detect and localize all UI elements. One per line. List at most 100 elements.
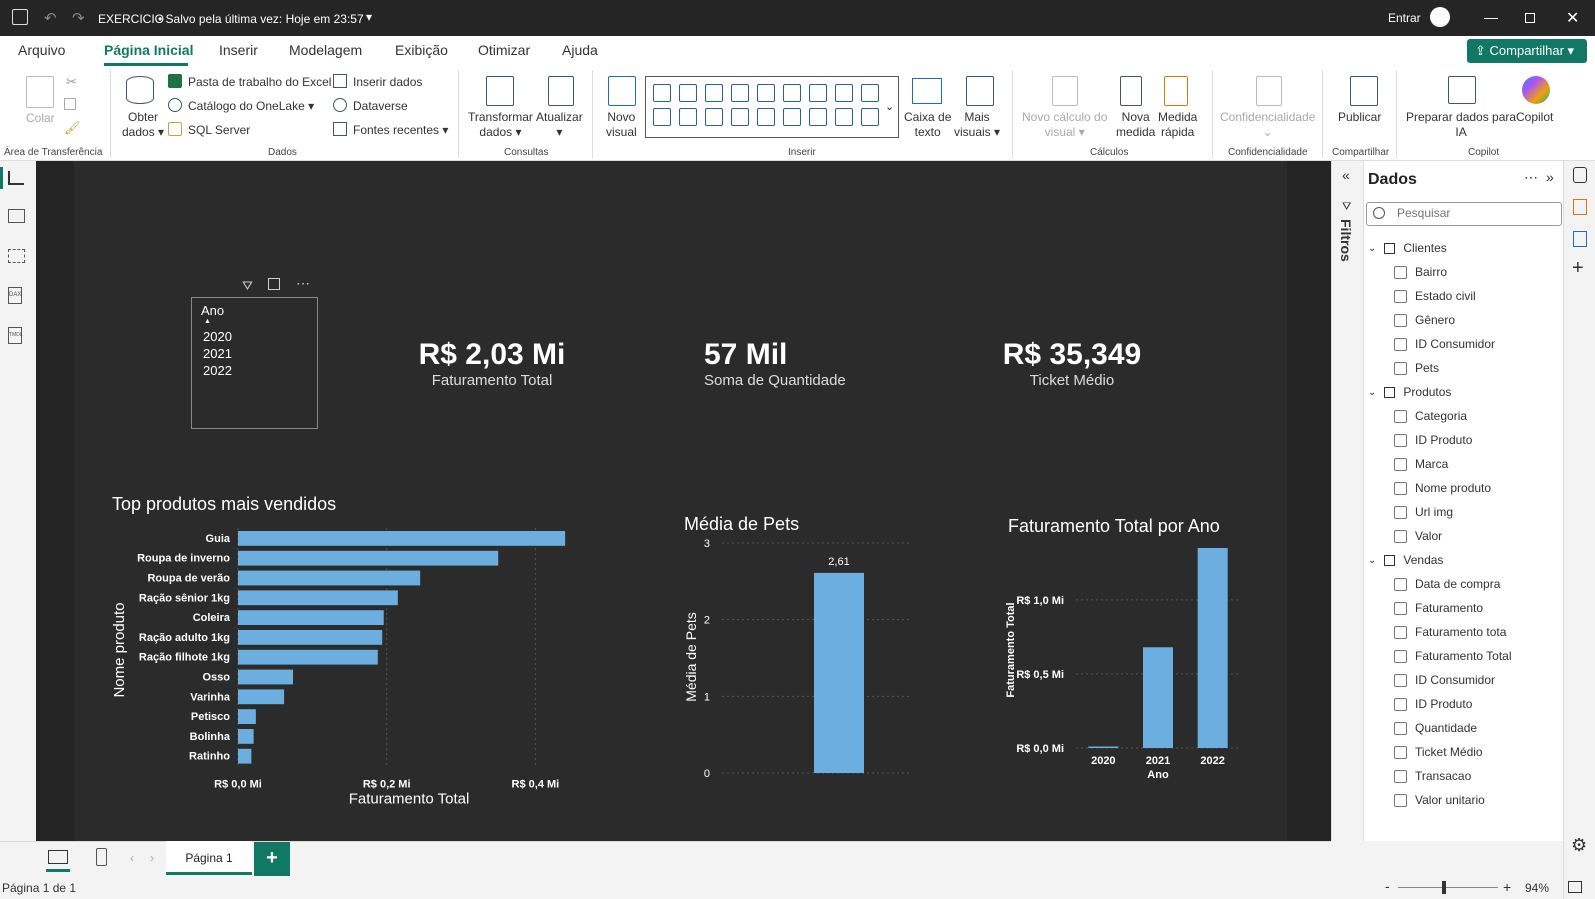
clustered-column-visual-icon[interactable] xyxy=(731,84,749,102)
stacked-bar-visual-icon[interactable] xyxy=(653,84,671,102)
chevron-down-icon[interactable]: ⌄ xyxy=(1368,554,1377,566)
scatter-visual-icon[interactable] xyxy=(861,84,879,102)
field-checkbox[interactable] xyxy=(1394,529,1407,543)
line-visual-icon[interactable] xyxy=(809,84,827,102)
field-checkbox[interactable] xyxy=(1394,481,1407,495)
enter-data-button[interactable]: Inserir dados xyxy=(353,75,423,89)
field-quantidade[interactable]: Quantidade xyxy=(1378,721,1477,735)
field-valor-unitario[interactable]: Valor unitario xyxy=(1378,793,1485,807)
sensitivity-button[interactable]: Confidencialidade ⌄ xyxy=(1220,110,1316,139)
slicer-item[interactable]: 2020 xyxy=(203,329,232,344)
close-icon[interactable]: ✕ xyxy=(1566,10,1580,27)
field-checkbox[interactable] xyxy=(1394,769,1407,783)
mobile-layout-icon[interactable] xyxy=(96,848,107,866)
save-status[interactable]: • Salvo pela última vez: Hoje em 23:57 xyxy=(158,12,364,26)
tmdl-view-icon[interactable]: TMDL xyxy=(8,327,23,344)
field-genero[interactable]: Gênero xyxy=(1378,313,1455,327)
new-measure-button[interactable]: Nova medida xyxy=(1116,110,1156,139)
top-produtos-chart[interactable]: Guia Roupa de inverno Roupa de verão Ração … xyxy=(100,520,600,820)
undo-icon[interactable]: ↶ xyxy=(44,10,57,27)
field-id-produto[interactable]: ID Produto xyxy=(1378,433,1472,447)
expand-filters-icon[interactable]: « xyxy=(1342,167,1350,183)
field-valor[interactable]: Valor xyxy=(1378,529,1442,543)
get-data-button[interactable]: Obter dados ▾ xyxy=(122,110,165,139)
collapse-pane-icon[interactable]: » xyxy=(1546,169,1554,185)
field-checkbox[interactable] xyxy=(1394,457,1407,471)
field-checkbox[interactable] xyxy=(1394,697,1407,711)
paste-button[interactable]: Colar xyxy=(26,111,55,125)
field-transacao[interactable]: Transacao xyxy=(1378,769,1471,783)
filters-pane-collapsed[interactable]: « ⛛ Filtros xyxy=(1331,161,1363,841)
menu-modelagem[interactable]: Modelagem xyxy=(289,42,363,58)
model-view-icon[interactable] xyxy=(8,249,25,263)
dax-query-view-icon[interactable]: DAX xyxy=(8,287,22,304)
prepare-data-ai-button[interactable]: Preparar dados para IA xyxy=(1406,110,1517,139)
field-checkbox[interactable] xyxy=(1394,433,1407,447)
page-tab-pagina-1[interactable]: Página 1 xyxy=(166,841,252,875)
chevron-down-icon[interactable]: ▾ xyxy=(366,10,373,24)
menu-pagina-inicial[interactable]: Página Inicial xyxy=(104,42,194,58)
field-faturamento-total[interactable]: Faturamento Total xyxy=(1378,649,1512,663)
menu-otimizar[interactable]: Otimizar xyxy=(478,42,531,58)
field-id-consumidor[interactable]: ID Consumidor xyxy=(1378,673,1495,687)
transform-data-button[interactable]: Transformar dados ▾ xyxy=(468,110,533,139)
year-slicer[interactable]: Ano ▲ 2020 2021 2022 xyxy=(191,297,318,429)
copilot-button[interactable]: Copilot xyxy=(1516,110,1554,124)
table-visual-icon[interactable] xyxy=(835,108,853,126)
more-visuals-button[interactable]: Mais visuais ▾ xyxy=(954,110,1001,139)
field-checkbox[interactable] xyxy=(1394,337,1407,351)
visuals-gallery[interactable] xyxy=(645,76,899,138)
table-produtos[interactable]: ⌄ Produtos xyxy=(1368,385,1451,399)
ribbon-visual-icon[interactable] xyxy=(783,84,801,102)
menu-arquivo[interactable]: Arquivo xyxy=(18,42,66,58)
table-vendas[interactable]: ⌄ Vendas xyxy=(1368,553,1443,567)
pie-visual-icon[interactable] xyxy=(679,108,697,126)
table-view-icon[interactable] xyxy=(8,209,25,223)
chevron-down-icon[interactable]: ⌄ xyxy=(885,101,895,113)
add-icon[interactable]: + xyxy=(1572,257,1584,279)
search-input[interactable] xyxy=(1397,206,1557,220)
minimize-icon[interactable]: — xyxy=(1484,9,1498,25)
field-faturamento[interactable]: Faturamento xyxy=(1378,601,1483,615)
more-options-icon[interactable]: ⋯ xyxy=(296,275,310,291)
new-visual-calculation-button[interactable]: Novo cálculo do visual ▾ xyxy=(1022,110,1108,139)
field-checkbox[interactable] xyxy=(1394,265,1407,279)
zoom-slider-thumb[interactable] xyxy=(1442,881,1446,894)
avatar-icon[interactable] xyxy=(1430,7,1450,27)
visualizations-icon[interactable] xyxy=(1573,199,1587,215)
menu-inserir[interactable]: Inserir xyxy=(219,42,258,58)
area-visual-icon[interactable] xyxy=(835,84,853,102)
field-checkbox[interactable] xyxy=(1394,673,1407,687)
field-checkbox[interactable] xyxy=(1394,721,1407,735)
card-visual-icon[interactable] xyxy=(809,108,827,126)
field-checkbox[interactable] xyxy=(1394,361,1407,375)
sql-server-button[interactable]: SQL Server xyxy=(188,123,251,137)
slicer-item[interactable]: 2022 xyxy=(203,363,232,378)
table-clientes[interactable]: ⌄ Clientes xyxy=(1368,241,1447,255)
field-bairro[interactable]: Bairro xyxy=(1378,265,1447,279)
stacked-column-visual-icon[interactable] xyxy=(679,84,697,102)
field-marca[interactable]: Marca xyxy=(1378,457,1448,471)
filter-icon[interactable]: ⛛ xyxy=(242,278,253,293)
matrix-visual-icon[interactable] xyxy=(861,108,879,126)
field-ticket-medio[interactable]: Ticket Médio xyxy=(1378,745,1483,759)
cut-icon[interactable]: ✂ xyxy=(66,74,77,89)
zoom-slider-track[interactable] xyxy=(1398,887,1498,888)
clustered-bar-visual-icon[interactable] xyxy=(705,84,723,102)
field-url-img[interactable]: Url img xyxy=(1378,505,1453,519)
menu-exibicao[interactable]: Exibição xyxy=(395,42,448,58)
donut-visual-icon[interactable] xyxy=(705,108,723,126)
redo-icon[interactable]: ↷ xyxy=(72,10,85,27)
field-id-consumidor[interactable]: ID Consumidor xyxy=(1378,337,1495,351)
refresh-button[interactable]: Atualizar ▾ xyxy=(536,110,583,139)
media-pets-chart[interactable]: 0 1 2 3 2,61 Média de Pets xyxy=(680,535,920,795)
more-options-icon[interactable]: ⋯ xyxy=(1524,169,1538,185)
search-box[interactable] xyxy=(1366,202,1562,226)
chevron-down-icon[interactable]: ⌄ xyxy=(1368,386,1377,398)
new-visual-button[interactable]: Novo visual xyxy=(606,110,637,139)
field-checkbox[interactable] xyxy=(1394,505,1407,519)
field-data-de-compra[interactable]: Data de compra xyxy=(1378,577,1500,591)
quick-measure-button[interactable]: Medida rápida xyxy=(1158,110,1198,139)
field-checkbox[interactable] xyxy=(1394,289,1407,303)
copy-icon[interactable] xyxy=(64,98,76,110)
